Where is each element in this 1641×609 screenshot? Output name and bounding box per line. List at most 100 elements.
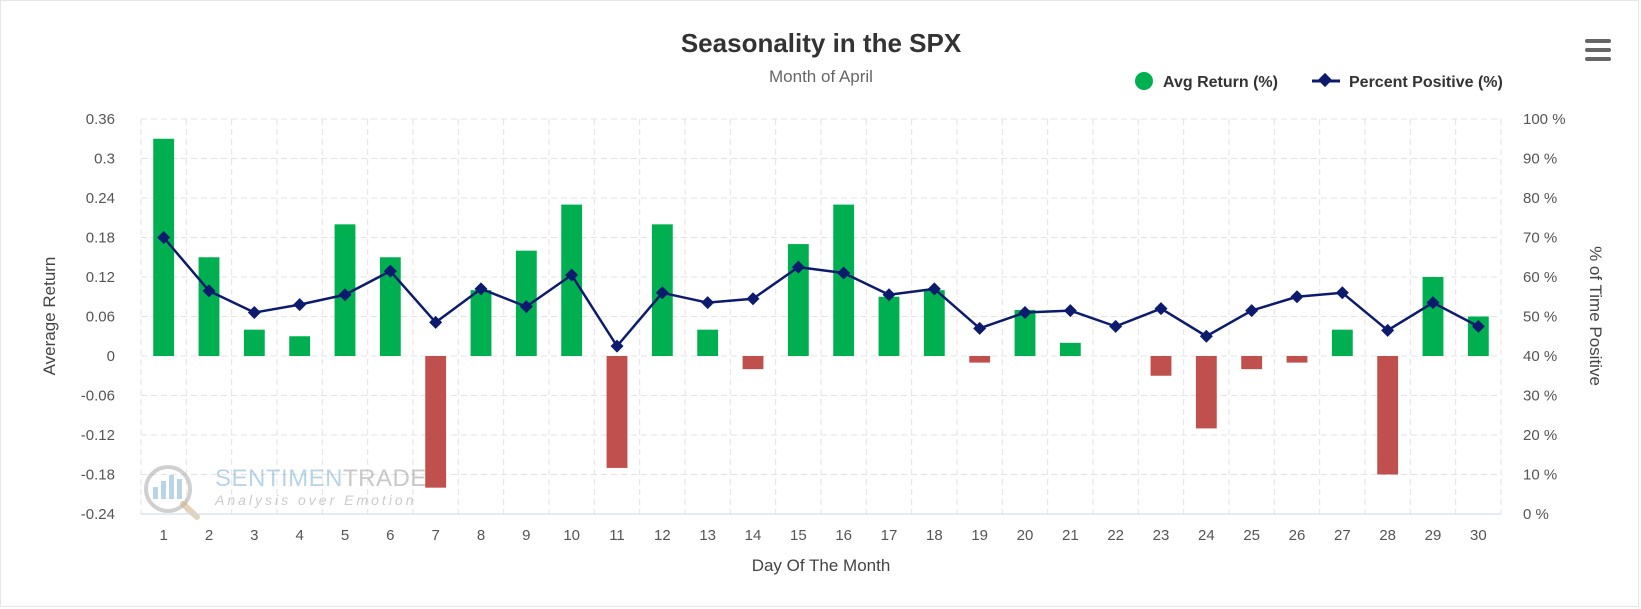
chart-subtitle: Month of April bbox=[769, 67, 873, 86]
x-tick-label: 6 bbox=[386, 527, 394, 544]
point-day-30[interactable] bbox=[1471, 319, 1485, 333]
chart-menu-button[interactable] bbox=[1581, 35, 1615, 65]
y2-axis-title: % of Time Positive bbox=[1586, 246, 1605, 386]
point-day-15[interactable] bbox=[791, 260, 805, 274]
x-tick-label: 21 bbox=[1062, 527, 1079, 544]
x-tick-label: 30 bbox=[1470, 527, 1487, 544]
point-day-29[interactable] bbox=[1426, 296, 1440, 310]
bar-day-4[interactable] bbox=[289, 336, 311, 356]
bar-day-13[interactable] bbox=[697, 329, 719, 356]
x-axis-ticks: 1 2 3 4 5 6 7 8 9 10 11 12 13 14 15 16 17 18 19 20 21 22 23 24 2… bbox=[159, 527, 1486, 544]
point-day-13[interactable] bbox=[701, 296, 715, 310]
percent-positive-line bbox=[162, 236, 1479, 348]
point-day-9[interactable] bbox=[519, 300, 533, 314]
right-axis-ticks: 100 % 90 % 80 % 70 % 60 % 50 % 40 % 30 % 20 % 10 … bbox=[1523, 111, 1566, 523]
right-tick-label: 60 % bbox=[1523, 269, 1557, 286]
bar-day-24[interactable] bbox=[1195, 356, 1217, 429]
point-day-10[interactable] bbox=[565, 268, 579, 282]
point-day-18[interactable] bbox=[927, 282, 941, 296]
chart-title: Seasonality in the SPX bbox=[681, 28, 962, 58]
left-tick-label: 0.24 bbox=[86, 190, 115, 207]
bar-day-19[interactable] bbox=[969, 356, 991, 363]
bar-day-7[interactable] bbox=[425, 356, 447, 488]
bar-day-2[interactable] bbox=[198, 257, 220, 356]
bar-day-20[interactable] bbox=[1014, 309, 1036, 356]
point-day-24[interactable] bbox=[1199, 329, 1213, 343]
point-day-27[interactable] bbox=[1335, 286, 1349, 300]
bar-day-18[interactable] bbox=[923, 290, 945, 356]
x-tick-label: 22 bbox=[1107, 527, 1124, 544]
right-tick-label: 90 % bbox=[1523, 151, 1557, 168]
point-day-20[interactable] bbox=[1018, 306, 1032, 320]
x-tick-label: 7 bbox=[431, 527, 439, 544]
legend-avg-return-symbol bbox=[1135, 72, 1153, 90]
right-tick-label: 70 % bbox=[1523, 230, 1557, 247]
x-tick-label: 13 bbox=[699, 527, 716, 544]
bar-day-26[interactable] bbox=[1286, 356, 1308, 363]
legend-item-avg-return[interactable]: Avg Return (%) bbox=[1135, 72, 1278, 91]
point-day-28[interactable] bbox=[1381, 323, 1395, 337]
point-day-25[interactable] bbox=[1245, 304, 1259, 318]
x-tick-label: 1 bbox=[159, 527, 167, 544]
x-tick-label: 11 bbox=[609, 527, 625, 544]
left-axis-ticks: 0.36 0.3 0.24 0.18 0.12 0.06 0 -0.06 -0.12 -0.18 -… bbox=[81, 111, 115, 523]
legend: Avg Return (%) Percent Positive (%) bbox=[1135, 72, 1503, 91]
point-day-4[interactable] bbox=[293, 298, 307, 312]
legend-percent-positive-marker bbox=[1317, 72, 1333, 88]
watermark-logo: SENTIMENTRADER Analysis over Emotion bbox=[144, 465, 445, 520]
point-day-14[interactable] bbox=[746, 292, 760, 306]
left-tick-label: 0 bbox=[107, 348, 115, 365]
point-day-12[interactable] bbox=[655, 286, 669, 300]
point-day-22[interactable] bbox=[1109, 319, 1123, 333]
bar-day-23[interactable] bbox=[1150, 356, 1172, 376]
bar-day-11[interactable] bbox=[606, 356, 628, 468]
point-day-26[interactable] bbox=[1290, 290, 1304, 304]
bar-day-3[interactable] bbox=[243, 329, 265, 356]
bar-day-17[interactable] bbox=[878, 296, 900, 356]
point-day-6[interactable] bbox=[383, 264, 397, 278]
grid-lines bbox=[140, 118, 1502, 514]
point-day-11[interactable] bbox=[610, 339, 624, 353]
bar-day-21[interactable] bbox=[1059, 342, 1081, 356]
point-day-21[interactable] bbox=[1063, 304, 1077, 318]
bar-day-27[interactable] bbox=[1331, 329, 1353, 356]
point-day-7[interactable] bbox=[429, 315, 443, 329]
hamburger-menu-icon bbox=[1585, 39, 1611, 61]
bar-day-25[interactable] bbox=[1241, 356, 1263, 370]
left-tick-label: -0.18 bbox=[81, 467, 115, 484]
point-day-8[interactable] bbox=[474, 282, 488, 296]
line-series bbox=[157, 231, 1485, 353]
bar-day-16[interactable] bbox=[833, 204, 855, 356]
x-tick-label: 8 bbox=[477, 527, 485, 544]
x-tick-label: 27 bbox=[1334, 527, 1351, 544]
point-day-3[interactable] bbox=[247, 306, 261, 320]
x-tick-label: 2 bbox=[205, 527, 213, 544]
watermark-gauge-icon bbox=[144, 465, 200, 520]
point-day-2[interactable] bbox=[202, 284, 216, 298]
x-tick-label: 26 bbox=[1289, 527, 1306, 544]
bar-day-28[interactable] bbox=[1377, 356, 1399, 475]
x-tick-label: 18 bbox=[926, 527, 943, 544]
point-day-1[interactable] bbox=[157, 231, 171, 244]
bar-day-14[interactable] bbox=[742, 356, 764, 370]
bar-day-1[interactable] bbox=[153, 138, 175, 356]
legend-item-percent-positive[interactable]: Percent Positive (%) bbox=[1312, 72, 1503, 91]
point-day-16[interactable] bbox=[837, 266, 851, 280]
x-tick-label: 28 bbox=[1379, 527, 1396, 544]
right-tick-label: 50 % bbox=[1523, 309, 1557, 326]
bar-day-29[interactable] bbox=[1422, 277, 1444, 356]
x-tick-label: 24 bbox=[1198, 527, 1215, 544]
point-day-17[interactable] bbox=[882, 288, 896, 302]
right-tick-label: 80 % bbox=[1523, 190, 1557, 207]
point-day-5[interactable] bbox=[338, 288, 352, 302]
x-tick-label: 20 bbox=[1017, 527, 1034, 544]
bar-day-6[interactable] bbox=[379, 257, 401, 356]
bar-day-8[interactable] bbox=[470, 290, 492, 356]
point-day-19[interactable] bbox=[973, 321, 987, 335]
watermark-brand: SENTIMENTRADER bbox=[215, 465, 445, 492]
x-tick-label: 12 bbox=[654, 527, 671, 544]
point-day-23[interactable] bbox=[1154, 302, 1168, 316]
x-tick-label: 4 bbox=[295, 527, 303, 544]
